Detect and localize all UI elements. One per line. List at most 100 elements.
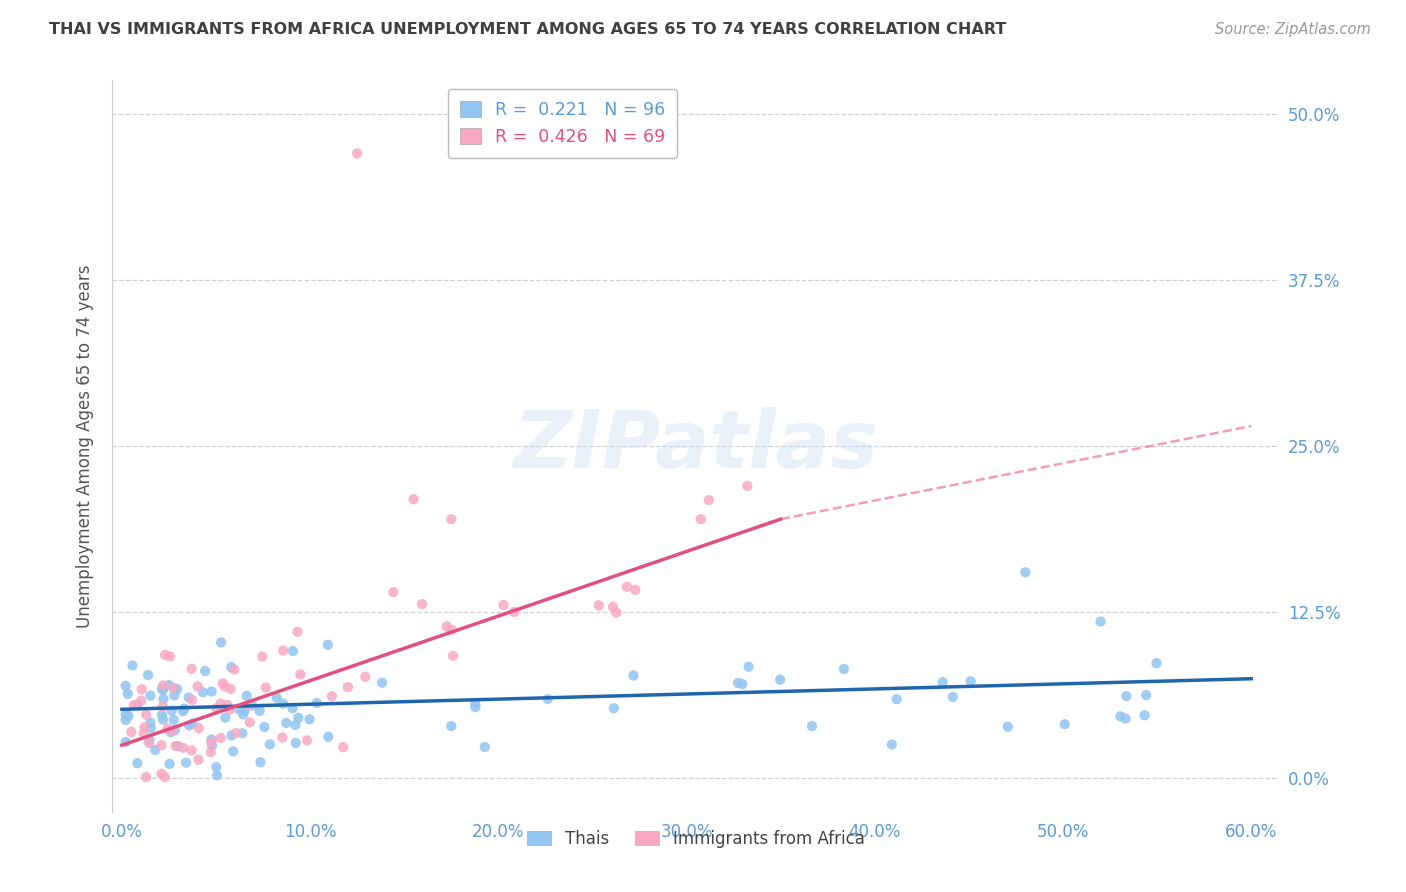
Text: Source: ZipAtlas.com: Source: ZipAtlas.com xyxy=(1215,22,1371,37)
Point xyxy=(942,690,965,704)
Point xyxy=(166,682,188,697)
Legend: Thais, Immigrants from Africa: Thais, Immigrants from Africa xyxy=(520,823,872,855)
Point xyxy=(152,713,174,727)
Point xyxy=(139,715,162,730)
Point xyxy=(114,735,136,749)
Point xyxy=(152,678,174,692)
Point xyxy=(173,701,195,715)
Point xyxy=(139,689,162,703)
Point xyxy=(332,740,354,755)
Point xyxy=(212,676,235,690)
Point xyxy=(163,713,186,727)
Text: THAI VS IMMIGRANTS FROM AFRICA UNEMPLOYMENT AMONG AGES 65 TO 74 YEARS CORRELATIO: THAI VS IMMIGRANTS FROM AFRICA UNEMPLOYM… xyxy=(49,22,1007,37)
Point xyxy=(114,707,136,722)
Point xyxy=(689,512,711,526)
Point xyxy=(281,644,304,658)
Point xyxy=(235,689,257,703)
Point xyxy=(271,697,294,711)
Point xyxy=(239,715,262,730)
Point xyxy=(727,676,749,690)
Point xyxy=(174,756,197,770)
Point xyxy=(194,664,217,678)
Point xyxy=(281,701,304,715)
Point xyxy=(737,479,759,493)
Point xyxy=(346,146,368,161)
Point xyxy=(316,730,339,744)
Point xyxy=(217,698,239,712)
Point xyxy=(271,643,294,657)
Point xyxy=(163,689,186,703)
Point xyxy=(132,727,155,741)
Point xyxy=(886,692,908,706)
Point xyxy=(166,739,188,753)
Point xyxy=(181,693,204,707)
Point xyxy=(769,673,792,687)
Point xyxy=(153,770,176,784)
Point xyxy=(214,711,236,725)
Point xyxy=(402,492,425,507)
Point xyxy=(224,663,246,677)
Point xyxy=(737,659,759,673)
Point xyxy=(209,731,232,745)
Point xyxy=(997,720,1019,734)
Point xyxy=(180,662,202,676)
Point xyxy=(150,681,173,696)
Point xyxy=(1146,657,1168,671)
Point xyxy=(464,697,486,711)
Point xyxy=(150,738,173,752)
Point xyxy=(131,682,153,697)
Point xyxy=(152,699,174,714)
Point xyxy=(232,707,254,722)
Point xyxy=(800,719,823,733)
Point xyxy=(159,649,181,664)
Point xyxy=(233,704,256,718)
Point xyxy=(271,731,294,745)
Point xyxy=(411,597,433,611)
Point xyxy=(1133,708,1156,723)
Point xyxy=(221,729,243,743)
Point xyxy=(441,648,464,663)
Point xyxy=(157,678,180,692)
Point xyxy=(114,713,136,727)
Point xyxy=(832,662,855,676)
Point xyxy=(117,709,139,723)
Point xyxy=(172,740,194,755)
Point xyxy=(492,598,515,612)
Point xyxy=(200,732,222,747)
Point xyxy=(219,681,242,696)
Point xyxy=(134,720,156,734)
Point xyxy=(266,690,288,705)
Point xyxy=(152,691,174,706)
Point xyxy=(253,720,276,734)
Point xyxy=(136,668,159,682)
Point xyxy=(1090,615,1112,629)
Point xyxy=(623,668,645,682)
Point xyxy=(209,635,232,649)
Point xyxy=(259,737,281,751)
Point xyxy=(605,606,627,620)
Point xyxy=(153,648,176,662)
Point xyxy=(205,768,228,782)
Point xyxy=(295,733,318,747)
Point xyxy=(287,624,309,639)
Point xyxy=(276,715,298,730)
Point xyxy=(165,739,187,753)
Point xyxy=(602,599,624,614)
Point xyxy=(150,708,173,723)
Point xyxy=(177,690,200,705)
Point xyxy=(252,649,274,664)
Point xyxy=(697,493,720,508)
Point xyxy=(218,703,240,717)
Point xyxy=(254,681,277,695)
Point xyxy=(135,770,157,784)
Point xyxy=(290,667,312,681)
Point xyxy=(931,675,953,690)
Point xyxy=(205,701,228,715)
Point xyxy=(159,725,181,739)
Point xyxy=(1114,712,1136,726)
Point xyxy=(181,716,204,731)
Point xyxy=(156,722,179,736)
Point xyxy=(160,723,183,738)
Point xyxy=(240,698,263,713)
Point xyxy=(187,753,209,767)
